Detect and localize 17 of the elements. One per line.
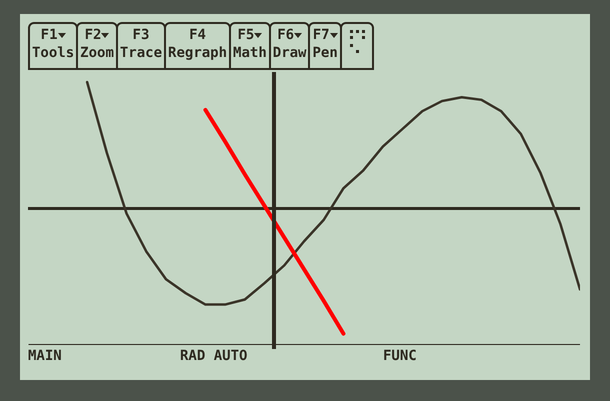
text: F1 <box>40 27 58 43</box>
text: F7 <box>312 27 330 43</box>
text: F2 <box>84 27 102 43</box>
text: F5 <box>237 27 254 43</box>
text: Draw <box>272 44 306 62</box>
text: FUNC <box>383 348 417 364</box>
text: Pen <box>312 44 338 62</box>
text: MAIN <box>28 348 62 364</box>
text: Trace <box>120 44 162 62</box>
text: Zoom <box>80 44 114 62</box>
text: F3 <box>132 27 150 43</box>
text: Math <box>233 44 267 62</box>
text: F4 <box>189 27 206 43</box>
text: Regraph <box>168 44 228 62</box>
text: Tools <box>32 44 74 62</box>
text: F6 <box>277 27 294 43</box>
text: RAD AUTO <box>180 348 248 364</box>
